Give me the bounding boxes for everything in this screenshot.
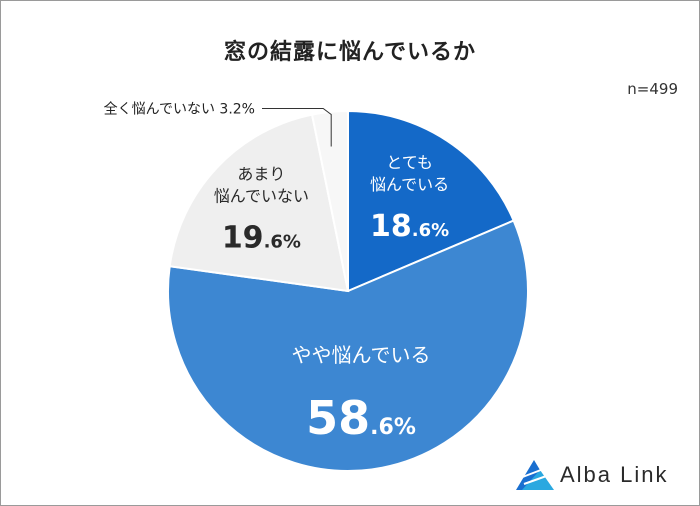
callout-line: [262, 107, 332, 147]
slice-category-label: あまり: [237, 165, 285, 184]
pie-slice: [347, 109, 515, 293]
chart-title: 窓の結露に悩んでいるか: [224, 40, 476, 65]
slice-callout-label: 全く悩んでいない 3.2%: [104, 100, 255, 117]
alba-link-logo-icon: [516, 460, 554, 490]
slice-value-label: 18.6%: [370, 209, 449, 244]
slice-category-label: とても: [386, 153, 433, 172]
sample-size-label: n=499: [627, 80, 678, 98]
slice-category-label: やや悩んでいる: [292, 343, 431, 367]
pie-slice: [310, 109, 349, 292]
pie-slice: [168, 113, 350, 293]
alba-link-logo: Alba Link: [514, 456, 694, 492]
slice-value-label: 58.6%: [306, 391, 416, 445]
alba-link-logo-text: Alba Link: [560, 462, 669, 487]
slice-value-label: 19.6%: [222, 221, 301, 256]
pie-slice: [167, 219, 529, 472]
slice-category-label: 悩んでいない: [214, 187, 309, 206]
slice-category-label: 悩んでいる: [370, 175, 449, 194]
